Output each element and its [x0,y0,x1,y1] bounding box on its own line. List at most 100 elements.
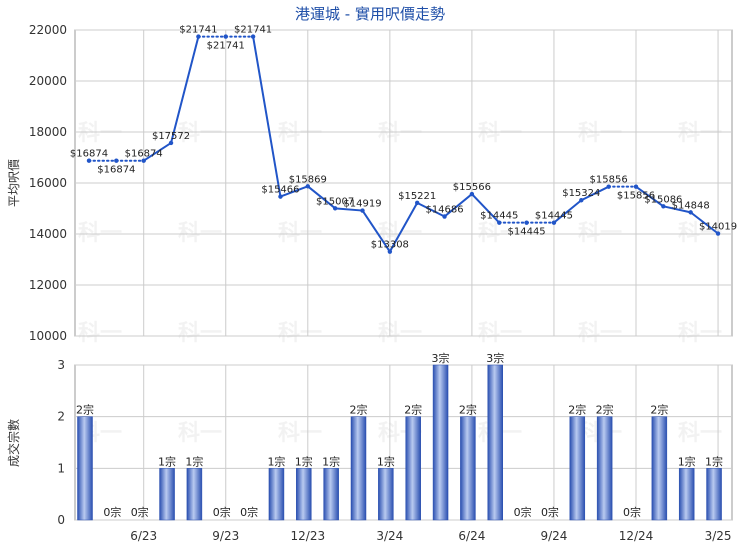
watermark-text: 科一 [178,421,222,446]
bar-data-label: 1宗 [322,454,340,468]
chart-title: 港運城 - 實用呎價走勢 [295,5,445,23]
line-point [223,34,228,39]
line-point [250,34,256,39]
top-y-tick-label: 18000 [29,125,67,139]
top-y-tick-label: 10000 [29,329,67,343]
line-point [415,200,420,206]
line-point [715,231,721,236]
bar-data-label: 1宗 [705,454,723,468]
bar-data-label: 2宗 [650,403,668,417]
line-data-label: $16874 [97,165,135,176]
line-point [86,158,92,163]
bar [159,468,175,521]
line-data-label: $15007 [316,196,354,207]
bar [350,416,367,521]
watermark-text: 科一 [678,121,722,146]
line-data-label: $15856 [617,191,655,202]
bar [323,468,339,521]
line-data-label: $16874 [70,149,108,160]
bar-data-label: 1宗 [158,454,176,468]
line-data-label: $21741 [207,41,245,52]
line-segment [388,201,419,253]
line-data-label: $14445 [480,211,518,222]
bar [378,468,394,521]
line-point [278,194,283,199]
line-data-label: $13308 [371,240,409,251]
line-segment [662,205,692,214]
bar [569,416,586,521]
top-y-tick-label: 20000 [29,74,67,88]
top-y-tick-label: 12000 [29,278,67,292]
line-segment [170,35,200,144]
bar-data-label: 0宗 [103,505,121,519]
watermark-text: 科一 [578,321,622,346]
line-segment [635,185,665,208]
line-point [360,208,365,213]
watermark-text: 科一 [578,121,622,146]
bar [678,468,695,521]
bottom-y-tick-label: 2 [57,410,65,424]
bar-data-label: 3宗 [432,351,450,365]
line-data-label: $17572 [152,131,190,142]
line-point [633,184,639,189]
bottom-y-tick-label: 3 [57,358,65,372]
line-point [305,184,310,189]
watermark-text: 科一 [78,321,122,346]
line-segment [552,199,583,224]
watermark-text: 科一 [278,121,322,146]
line-data-label: $14019 [699,222,737,233]
x-tick-label: 9/23 [212,529,239,543]
bar-data-label: 2宗 [459,403,477,417]
bottom-y-tick-label: 1 [57,461,65,475]
watermark-text: 科一 [278,321,322,346]
bar-data-label: 1宗 [678,454,696,468]
line-point [196,34,201,39]
bar-data-label: 0宗 [541,505,559,519]
watermark-text: 科一 [378,121,422,146]
bar [596,416,613,521]
x-tick-label: 12/23 [291,529,326,543]
line-data-label: $15324 [562,188,600,199]
bar-data-label: 1宗 [377,454,395,468]
line-data-label: $14445 [508,227,546,238]
line-data-label: $15856 [590,175,628,186]
line-data-label: $14686 [425,205,463,216]
bar-data-label: 0宗 [514,505,532,519]
bar [432,364,449,521]
line-point [469,191,475,197]
line-data-label: $15086 [644,194,682,205]
x-tick-label: 12/24 [619,529,654,543]
x-tick-label: 6/23 [130,529,157,543]
line-data-label: $16874 [125,149,163,160]
bar-data-label: 2宗 [404,403,422,417]
line-segment [252,35,282,198]
line-data-label: $14848 [672,200,710,211]
bar-data-label: 0宗 [131,505,149,519]
watermark-text: 科一 [678,321,722,346]
x-tick-label: 9/24 [540,529,567,543]
watermark-text: 科一 [478,121,522,146]
bar [706,468,722,521]
line-segment [361,209,391,253]
line-point [168,140,174,146]
watermark-text: 科一 [678,421,722,446]
y-axis-label-count: 成交宗數 [6,419,21,467]
watermark-text: 科一 [178,321,222,346]
bar-data-label: 2宗 [350,403,368,417]
line-data-label: $21741 [179,25,217,36]
bottom-y-tick-label: 0 [57,513,65,527]
bar [186,468,203,521]
watermark-text: 科一 [278,421,322,446]
bar-data-label: 0宗 [240,505,258,519]
bar [77,416,93,521]
line-segment [689,211,720,235]
top-y-tick-label: 14000 [29,227,67,241]
top-y-tick-label: 16000 [29,176,67,190]
bar-data-label: 1宗 [295,454,313,468]
line-point [579,198,584,203]
bar [651,416,668,521]
line-point [114,158,119,163]
x-tick-label: 6/24 [458,529,485,543]
bar [268,468,285,521]
